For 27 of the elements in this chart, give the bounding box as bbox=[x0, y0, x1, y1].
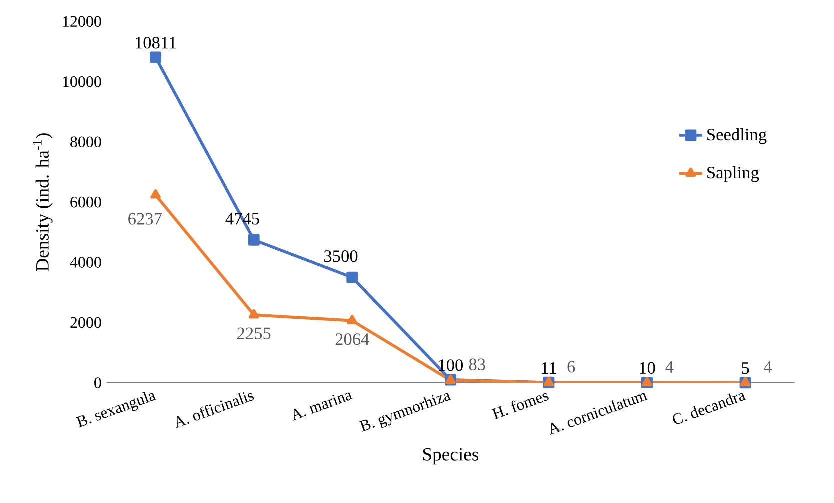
y-tick-label: 8000 bbox=[70, 136, 102, 148]
data-label: 6 bbox=[568, 361, 576, 373]
x-tick-label: A. marina bbox=[293, 392, 353, 421]
legend-label: Seedling bbox=[708, 128, 767, 144]
data-label: 6237 bbox=[128, 213, 162, 225]
data-label: 100 bbox=[439, 360, 464, 372]
y-tick-label: 6000 bbox=[70, 196, 102, 208]
y-axis-title: Density (ind. ha$^{-1}$) bbox=[33, 134, 53, 272]
x-tick-label: C. decandra bbox=[673, 393, 746, 424]
legend-label: Sapling bbox=[708, 166, 760, 182]
x-axis-title: Species bbox=[423, 448, 479, 465]
data-label: 10811 bbox=[136, 37, 176, 49]
y-tick-label: 10000 bbox=[63, 76, 102, 88]
data-label: 2064 bbox=[336, 334, 370, 346]
data-label: 5 bbox=[742, 362, 750, 374]
data-label: 10 bbox=[640, 362, 656, 374]
y-tick-label: 12000 bbox=[63, 16, 102, 28]
data-label: 4 bbox=[764, 361, 772, 373]
data-label: 83 bbox=[469, 358, 486, 370]
data-label: 4 bbox=[666, 361, 674, 373]
data-label: 3500 bbox=[324, 250, 358, 262]
y-tick-label: 0 bbox=[94, 378, 102, 388]
data-label: 2255 bbox=[238, 328, 271, 340]
y-tick-label: 4000 bbox=[70, 257, 102, 268]
data-label: 11 bbox=[542, 362, 556, 374]
y-tick-label: 2000 bbox=[70, 317, 102, 328]
x-tick-label: H. fomes bbox=[492, 393, 549, 420]
